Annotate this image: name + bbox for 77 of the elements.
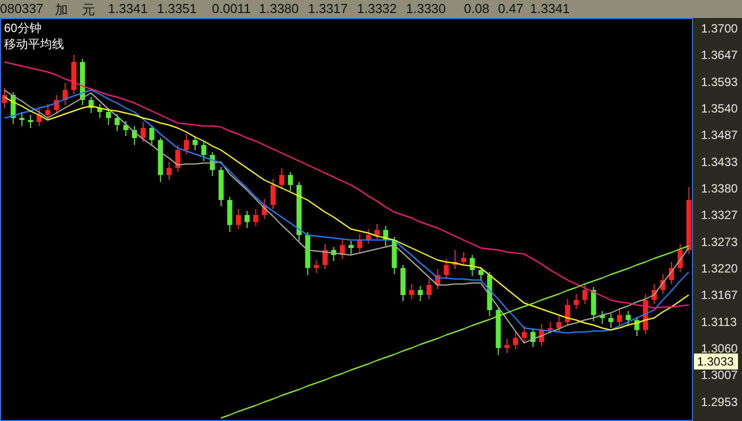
y-tick-label: 1.3700 xyxy=(701,21,738,36)
candlestick xyxy=(444,258,449,280)
candlestick xyxy=(288,172,293,192)
y-tick-label: 1.3060 xyxy=(701,341,738,356)
candlestick xyxy=(522,326,527,342)
candlestick xyxy=(513,332,518,350)
y-tick-label: 1.3220 xyxy=(701,261,738,276)
y-tick-label: 1.3487 xyxy=(701,128,738,142)
y-tick-label: 1.3380 xyxy=(701,181,738,196)
y-tick-label: 1.3540 xyxy=(701,101,738,116)
text: 元 xyxy=(82,1,95,19)
text: 1.3341 xyxy=(530,1,570,16)
candlestick xyxy=(2,88,7,108)
candlestick xyxy=(149,124,154,146)
candlestick xyxy=(166,162,172,180)
candlestick xyxy=(279,168,284,190)
candlestick xyxy=(582,282,588,304)
text: 1.3330 xyxy=(406,1,446,16)
y-tick-label: 1.3113 xyxy=(701,314,738,329)
candlestick xyxy=(19,112,24,126)
text: 1.3341 xyxy=(108,1,148,16)
y-tick-label: 1.3167 xyxy=(701,288,738,302)
text: 加 xyxy=(55,1,68,19)
candlestick xyxy=(418,286,423,302)
line-series xyxy=(4,61,690,309)
text: 1.3351 xyxy=(157,1,197,16)
candlestick xyxy=(28,114,33,128)
candlestick xyxy=(201,142,206,162)
candlestick xyxy=(270,178,276,210)
annotation: 1.3033 xyxy=(697,354,734,368)
text: 移动平均线 xyxy=(4,36,64,52)
text: 0.47 xyxy=(498,1,524,16)
candlestick xyxy=(426,278,432,300)
text: 1.3380 xyxy=(259,1,299,16)
candlestick xyxy=(175,144,180,172)
text: 0.08 xyxy=(464,1,490,16)
candlestick xyxy=(574,294,579,310)
y-tick-label: 1.3647 xyxy=(701,48,738,62)
candlestick xyxy=(470,254,475,276)
candlestick xyxy=(617,308,622,326)
candlestick xyxy=(106,108,111,126)
candlestick xyxy=(565,298,570,326)
y-tick-label: 1.3273 xyxy=(701,234,738,249)
candlestick xyxy=(114,114,120,132)
candlestick xyxy=(322,244,328,270)
candlestick xyxy=(409,284,414,300)
candlestick xyxy=(184,134,189,154)
y-tick-label: 1.3327 xyxy=(701,208,738,222)
candlestick xyxy=(348,240,354,254)
candlestick xyxy=(461,252,466,266)
y-tick-label: 1.3433 xyxy=(701,154,738,169)
candlestick xyxy=(504,338,510,354)
text: 1.3317 xyxy=(308,1,348,16)
line-series xyxy=(220,245,690,419)
candlestick xyxy=(236,208,241,230)
candlestick xyxy=(374,224,380,240)
y-tick-label: 1.2953 xyxy=(701,394,738,409)
text: 0.0011 xyxy=(212,1,251,16)
candlestick xyxy=(253,208,258,226)
candlestick xyxy=(140,122,146,142)
candlestick xyxy=(244,210,250,228)
candlestick xyxy=(314,260,319,274)
candlestick xyxy=(192,136,198,150)
candlestick xyxy=(608,314,614,328)
candlestick xyxy=(556,316,562,332)
text: 1.3332 xyxy=(357,1,397,16)
y-tick-label: 1.3593 xyxy=(701,74,738,89)
y-tick-label: 1.3007 xyxy=(701,368,738,382)
candlestick xyxy=(366,228,371,244)
candlestick xyxy=(548,322,553,334)
candlestick xyxy=(478,266,484,282)
candlestick xyxy=(36,108,42,126)
chart-title: 60分钟 xyxy=(4,20,42,36)
candlestick xyxy=(45,104,50,120)
text: 080337 xyxy=(0,1,44,16)
candlestick xyxy=(357,234,362,252)
candlestick xyxy=(626,310,631,326)
